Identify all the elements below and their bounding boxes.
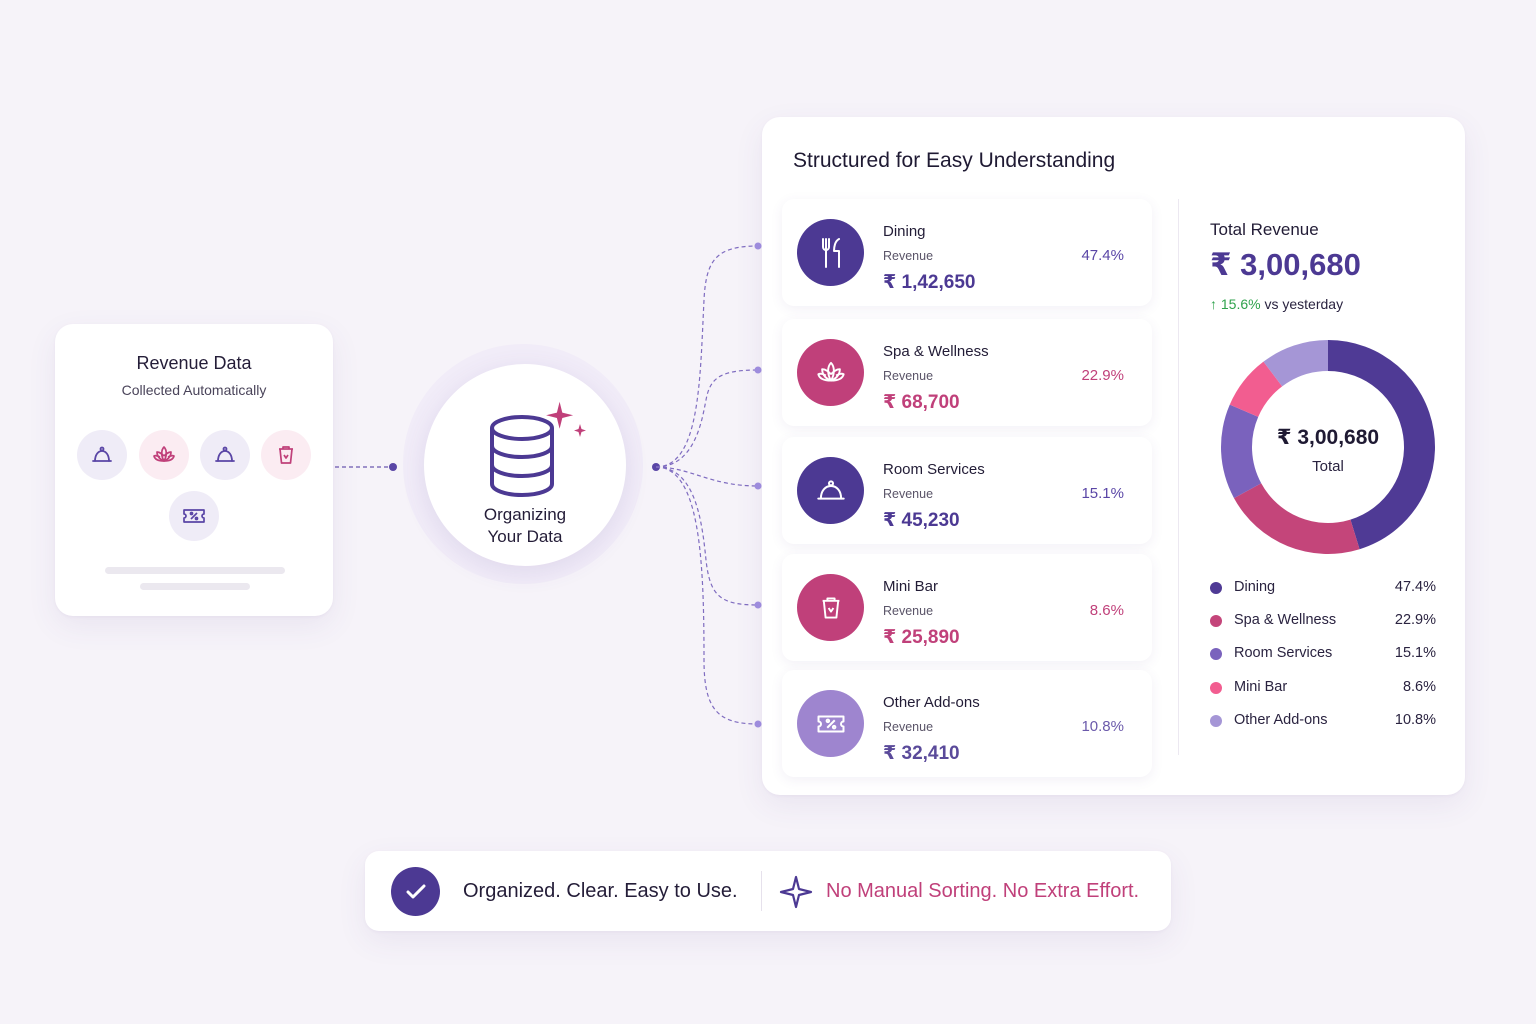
legend-item: Other Add-ons 10.8% bbox=[1210, 711, 1436, 731]
footer-message-1: Organized. Clear. Easy to Use. bbox=[463, 880, 738, 902]
legend-value: 47.4% bbox=[1394, 579, 1436, 595]
fork-knife-icon bbox=[797, 219, 864, 286]
legend-dot bbox=[1210, 682, 1222, 694]
source-title: Revenue Data bbox=[136, 353, 252, 373]
bell-icon bbox=[77, 430, 127, 480]
legend-value: 10.8% bbox=[1394, 712, 1436, 728]
legend-dot bbox=[1210, 582, 1222, 594]
bin-icon bbox=[797, 574, 864, 641]
footer-message-2: No Manual Sorting. No Extra Effort. bbox=[826, 880, 1140, 902]
panel-divider bbox=[1178, 199, 1179, 755]
legend-dot bbox=[1210, 615, 1222, 627]
category-amount: ₹ 68,700 bbox=[883, 392, 960, 413]
total-revenue-value: ₹ 3,00,680 bbox=[1210, 247, 1361, 282]
placeholder-line bbox=[140, 583, 250, 590]
revenue-donut-chart bbox=[1221, 340, 1435, 554]
bell-icon bbox=[200, 430, 250, 480]
category-percent: 15.1% bbox=[1081, 485, 1124, 502]
structured-panel: Structured for Easy Understanding Dining… bbox=[762, 117, 1465, 795]
category-name: Spa & Wellness bbox=[883, 343, 989, 360]
placeholder-line bbox=[105, 567, 285, 574]
category-card-other-addons[interactable]: Other Add-ons Revenue ₹ 32,410 10.8% bbox=[782, 670, 1152, 777]
category-name: Room Services bbox=[883, 461, 985, 478]
total-change: ↑ 15.6% vs yesterday bbox=[1210, 296, 1343, 312]
legend-item: Mini Bar 8.6% bbox=[1210, 678, 1436, 698]
arrow-up-icon: ↑ bbox=[1210, 296, 1221, 312]
database-icon bbox=[490, 401, 586, 498]
bell-icon bbox=[797, 457, 864, 524]
legend-label: Room Services bbox=[1234, 645, 1333, 661]
category-card-spa[interactable]: Spa & Wellness Revenue ₹ 68,700 22.9% bbox=[782, 319, 1152, 426]
category-name: Dining bbox=[883, 223, 926, 240]
organizing-hub: Organizing Your Data bbox=[424, 364, 626, 566]
lotus-icon bbox=[139, 430, 189, 480]
category-percent: 22.9% bbox=[1081, 367, 1124, 384]
legend-item: Spa & Wellness 22.9% bbox=[1210, 611, 1436, 631]
category-amount: ₹ 32,410 bbox=[883, 743, 960, 764]
category-revenue-label: Revenue bbox=[883, 369, 934, 383]
legend-item: Room Services 15.1% bbox=[1210, 644, 1436, 664]
legend-label: Other Add-ons bbox=[1234, 712, 1328, 728]
category-card-dining[interactable]: Dining Revenue ₹ 1,42,650 47.4% bbox=[782, 199, 1152, 306]
hub-label-line2: Your Data bbox=[487, 527, 563, 546]
legend-value: 8.6% bbox=[1402, 679, 1436, 695]
category-amount: ₹ 45,230 bbox=[883, 510, 960, 531]
panel-title: Structured for Easy Understanding bbox=[793, 149, 1116, 172]
footer-divider bbox=[761, 871, 762, 911]
legend-label: Spa & Wellness bbox=[1234, 612, 1337, 628]
category-amount: ₹ 1,42,650 bbox=[883, 272, 976, 293]
footer-bar: Organized. Clear. Easy to Use. No Manual… bbox=[365, 851, 1171, 931]
hub-label-line1: Organizing bbox=[483, 505, 567, 524]
category-revenue-label: Revenue bbox=[883, 604, 934, 618]
voucher-icon bbox=[169, 491, 219, 541]
category-name: Other Add-ons bbox=[883, 694, 980, 711]
category-name: Mini Bar bbox=[883, 578, 939, 595]
sparkle-icon bbox=[779, 875, 813, 909]
voucher-icon bbox=[797, 690, 864, 757]
legend-value: 22.9% bbox=[1394, 612, 1436, 628]
legend-item: Dining 47.4% bbox=[1210, 578, 1436, 598]
category-revenue-label: Revenue bbox=[883, 249, 934, 263]
category-revenue-label: Revenue bbox=[883, 487, 934, 501]
donut-center-value: ₹ 3,00,680 bbox=[1276, 426, 1380, 449]
category-amount: ₹ 25,890 bbox=[883, 627, 960, 648]
legend-dot bbox=[1210, 715, 1222, 727]
change-percent: 15.6% bbox=[1220, 296, 1261, 312]
total-revenue-label: Total Revenue bbox=[1210, 220, 1319, 239]
category-percent: 10.8% bbox=[1081, 718, 1124, 735]
lotus-icon bbox=[797, 339, 864, 406]
category-card-mini-bar[interactable]: Mini Bar Revenue ₹ 25,890 8.6% bbox=[782, 554, 1152, 661]
source-subtitle: Collected Automatically bbox=[121, 382, 267, 398]
category-card-room-services[interactable]: Room Services Revenue ₹ 45,230 15.1% bbox=[782, 437, 1152, 544]
donut-slice-room-services bbox=[1221, 404, 1262, 499]
category-revenue-label: Revenue bbox=[883, 720, 934, 734]
legend-label: Mini Bar bbox=[1234, 679, 1288, 695]
change-suffix: vs yesterday bbox=[1264, 296, 1344, 312]
donut-slice-other-add-ons bbox=[1263, 340, 1328, 387]
donut-center-label: Total bbox=[1312, 458, 1344, 475]
donut-slice-mini-bar bbox=[1229, 361, 1283, 417]
check-icon bbox=[391, 867, 440, 916]
revenue-source-card: Revenue Data Collected Automatically bbox=[55, 324, 333, 616]
donut-center: ₹ 3,00,680 Total bbox=[1240, 425, 1416, 475]
category-percent: 8.6% bbox=[1089, 602, 1124, 619]
donut-slice-dining bbox=[1328, 340, 1435, 550]
legend-label: Dining bbox=[1234, 579, 1276, 595]
bin-icon bbox=[261, 430, 311, 480]
legend-value: 15.1% bbox=[1394, 645, 1436, 661]
category-percent: 47.4% bbox=[1081, 247, 1124, 264]
legend-dot bbox=[1210, 648, 1222, 660]
donut-slice-spa-wellness bbox=[1233, 483, 1360, 554]
